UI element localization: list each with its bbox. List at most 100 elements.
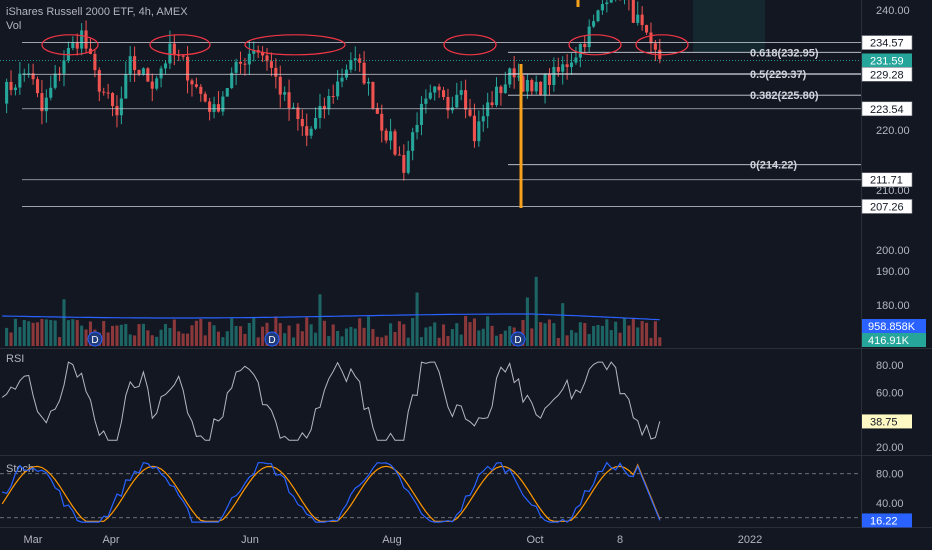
rsi-value-badge [862,414,912,429]
volume-bar [44,319,48,346]
candle-body [411,132,415,151]
candle-body [203,93,207,102]
candle-body [490,102,494,106]
volume-bar [362,327,366,346]
volume-bar [353,328,357,346]
volume-bar [190,325,194,346]
volume-bar [163,324,168,346]
volume-badge-text: 416.91K [868,335,910,347]
dividend-marker-label: D [91,335,98,346]
volume-bar [468,322,472,346]
volume-bar [194,320,198,346]
candle-body [155,78,159,89]
time-axis-label: Apr [102,534,119,546]
candle-body [653,43,657,50]
volume-bar [22,319,26,346]
volume-bar [168,327,172,346]
volume-bar [309,324,313,346]
volume-bar [393,332,397,346]
volume-bar [534,276,538,346]
resistance-ellipse [244,34,346,56]
candle-body [287,92,291,109]
candle-body [44,97,48,112]
volume-bar [234,325,238,346]
dividend-marker-label: D [514,335,521,346]
volume-bar [530,328,534,346]
volume-bar [336,331,340,346]
volume-bar [252,317,256,346]
candle-body [62,60,66,74]
volume-bar [84,329,88,346]
volume-bar [5,327,9,346]
candle-body [106,92,110,94]
candle-body [265,55,269,62]
volume-bar [314,332,318,346]
price-label-badge [861,101,913,117]
volume-bar [300,331,304,346]
volume-bar [600,325,604,346]
candle-body [331,96,335,98]
volume-bar [397,321,401,346]
rsi-axis-tick: 20.00 [876,442,904,454]
candle-body [419,103,424,125]
candle-body [344,69,348,78]
price-label-text: 207.26 [870,201,904,213]
volume-bar [203,335,207,346]
candle-body [314,117,318,129]
candle-body [128,56,132,75]
candle-body [525,80,529,92]
candle-body [186,56,190,81]
candle-body [521,76,525,92]
volume-bar [574,332,578,346]
fib-label: 0(214.22) [750,160,797,172]
candle-body [199,86,203,94]
fib-label: 0.5(229.37) [750,69,807,81]
volume-bar [331,324,335,346]
volume-bar [66,320,70,346]
candle-body [530,80,534,92]
volume-bar [627,325,631,346]
candle-body [168,43,172,64]
candle-body [583,44,587,48]
candle-body [163,63,168,69]
volume-bar [640,321,644,346]
volume-axis-tick: 190.00 [876,266,910,278]
volume-bar [609,330,613,346]
price-label-badge [861,172,913,188]
candle-body [181,55,185,57]
candle-body [402,155,406,173]
volume-bar [441,324,446,346]
volume-bar [159,329,163,346]
dividend-marker-icon [510,331,526,347]
candle-body [353,58,357,61]
chart-title: iShares Russell 2000 ETF, 4h, AMEX [6,6,188,18]
volume-bar [561,303,565,346]
volume-bar [349,326,353,346]
rsi-value-text: 38.75 [870,416,898,428]
volume-bar [49,320,53,346]
candle-body [366,81,371,84]
price-label-badge [862,53,912,68]
candle-body [146,68,150,82]
volume-bar [133,335,137,346]
candle-body [9,81,13,91]
volume-bar [221,337,225,346]
volume-bar [230,318,234,346]
candle-body [13,87,17,91]
candle-body [631,0,635,23]
volume-bar [9,332,13,346]
candle-body [190,80,194,85]
volume-bar [446,336,450,346]
volume-bar [437,337,441,346]
candle-body [159,68,163,79]
volume-bar [225,331,229,346]
volume-bar [296,323,300,346]
volume-bar [499,333,503,346]
candle-body [375,108,379,114]
volume-bar [137,324,141,346]
volume-bar [481,328,485,346]
volume-bar [172,319,176,346]
volume-bar [62,299,66,346]
